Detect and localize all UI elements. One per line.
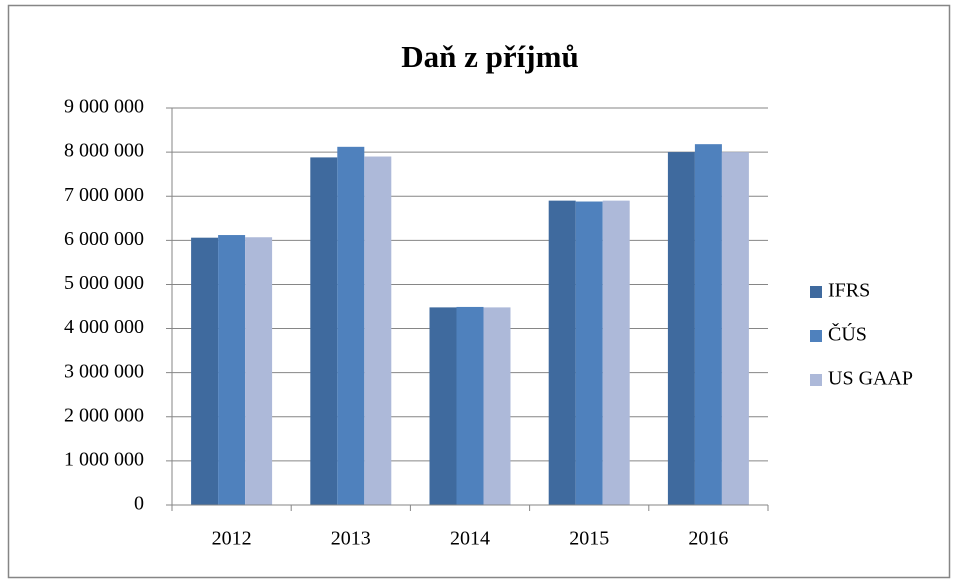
bar — [364, 156, 392, 505]
bar — [310, 157, 338, 505]
y-tick-label: 2 000 000 — [64, 404, 144, 426]
bar — [667, 152, 695, 505]
legend-swatch — [810, 330, 822, 342]
x-tick-label: 2015 — [569, 528, 609, 550]
bar — [456, 306, 484, 505]
bar — [694, 144, 722, 505]
y-tick-label: 6 000 000 — [64, 228, 144, 250]
bar — [602, 200, 630, 505]
y-tick-label: 5 000 000 — [64, 272, 144, 294]
y-tick-label: 0 — [134, 493, 144, 515]
x-tick-label: 2012 — [212, 528, 252, 550]
bar — [337, 146, 365, 505]
bar — [483, 307, 511, 505]
y-tick-label: 9 000 000 — [64, 96, 144, 118]
y-tick-label: 1 000 000 — [64, 448, 144, 470]
bar — [548, 200, 576, 505]
legend-label: ČÚS — [828, 322, 867, 346]
legend-swatch — [810, 374, 822, 386]
bar — [575, 201, 603, 505]
bar — [245, 237, 273, 506]
x-tick-label: 2013 — [331, 528, 371, 550]
bar — [191, 237, 219, 506]
chart-title: Daň z příjmů — [401, 39, 578, 74]
y-tick-label: 3 000 000 — [64, 360, 144, 382]
legend-label: IFRS — [828, 280, 870, 302]
y-tick-label: 7 000 000 — [64, 184, 144, 206]
x-tick-label: 2014 — [450, 528, 490, 550]
bar — [218, 235, 246, 506]
legend-swatch — [810, 286, 822, 298]
y-tick-label: 8 000 000 — [64, 140, 144, 162]
legend-label: US GAAP — [828, 368, 913, 390]
y-tick-label: 4 000 000 — [64, 316, 144, 338]
bar — [721, 152, 749, 505]
bar — [429, 307, 457, 505]
x-tick-label: 2016 — [688, 528, 728, 550]
